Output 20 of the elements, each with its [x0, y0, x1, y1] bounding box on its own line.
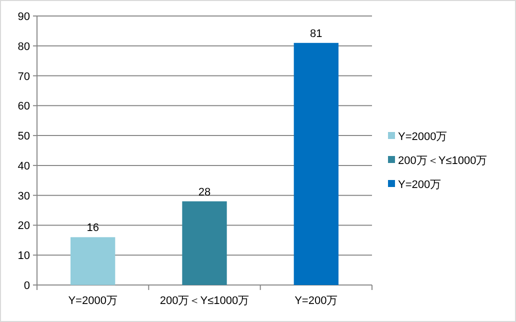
y-tick-label: 20	[18, 220, 30, 232]
y-tick-label: 30	[18, 190, 30, 202]
legend-label: Y=200万	[398, 179, 442, 191]
x-tick-label: Y=200万	[294, 295, 338, 307]
y-tick-label: 70	[18, 70, 30, 83]
y-tick-label: 80	[18, 40, 30, 53]
legend: Y=2000万 200万＜Y≤1000万 Y=200万	[388, 131, 488, 191]
data-label: 16	[86, 222, 99, 234]
x-tick-label: 200万＜Y≤1000万	[160, 295, 250, 307]
y-tick-label: 60	[18, 100, 30, 113]
y-tick-label: 50	[18, 130, 30, 143]
y-tick-label: 0	[24, 280, 30, 292]
legend-label: 200万＜Y≤1000万	[398, 155, 488, 167]
data-label: 28	[198, 186, 211, 198]
x-tick-label: Y=2000万	[68, 295, 118, 307]
data-label: 81	[310, 28, 322, 40]
y-tick-label: 40	[18, 160, 30, 172]
legend-label: Y=2000万	[398, 131, 448, 143]
y-tick-label: 90	[18, 11, 30, 23]
y-tick-label: 10	[18, 250, 30, 262]
